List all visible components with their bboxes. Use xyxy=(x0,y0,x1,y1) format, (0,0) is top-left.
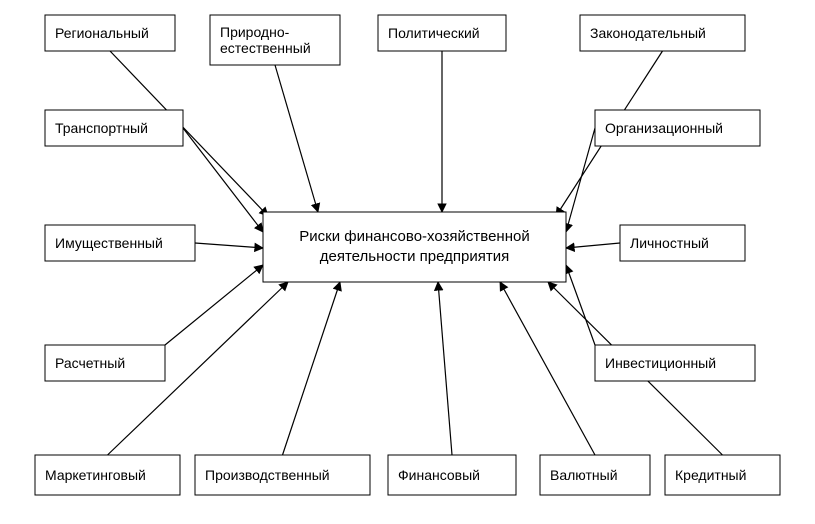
node-label-property: Имущественный xyxy=(55,235,163,251)
node-label-financial: Финансовый xyxy=(398,467,480,483)
node-personal: Личностный xyxy=(620,225,745,261)
node-marketing: Маркетинговый xyxy=(35,455,180,495)
node-label-settlement: Расчетный xyxy=(55,355,125,371)
edge-personal xyxy=(566,243,620,248)
node-label-transport: Транспортный xyxy=(55,120,148,136)
node-settlement: Расчетный xyxy=(45,345,165,381)
node-label-legislative: Законодательный xyxy=(590,25,706,41)
node-label-regional: Региональный xyxy=(55,25,149,41)
node-investment: Инвестиционный xyxy=(595,345,755,381)
node-credit: Кредитный xyxy=(665,455,780,495)
edge-organizational xyxy=(566,128,595,232)
edge-transport xyxy=(183,128,263,232)
node-label-investment: Инвестиционный xyxy=(605,355,716,371)
edge-financial xyxy=(438,282,452,455)
node-currency: Валютный xyxy=(540,455,650,495)
edge-settlement xyxy=(165,265,263,345)
node-label-political: Политический xyxy=(388,25,480,41)
node-transport: Транспортный xyxy=(45,110,183,146)
node-organizational: Организационный xyxy=(595,110,760,146)
node-label-marketing: Маркетинговый xyxy=(45,467,146,483)
edge-property xyxy=(195,243,263,248)
node-label-personal: Личностный xyxy=(630,235,709,251)
node-label-credit: Кредитный xyxy=(675,467,746,483)
node-political: Политический xyxy=(378,15,506,51)
edge-natural xyxy=(275,65,318,212)
node-legislative: Законодательный xyxy=(580,15,745,51)
edge-currency xyxy=(500,282,595,455)
node-financial: Финансовый xyxy=(388,455,516,495)
node-label-production: Производственный xyxy=(205,467,330,483)
node-regional: Региональный xyxy=(45,15,175,51)
node-label-currency: Валютный xyxy=(550,467,618,483)
node-natural: Природно-естественный xyxy=(210,15,340,65)
center-box xyxy=(263,212,566,282)
edge-production xyxy=(283,282,341,455)
node-label-organizational: Организационный xyxy=(605,120,723,136)
node-production: Производственный xyxy=(195,455,370,495)
node-property: Имущественный xyxy=(45,225,195,261)
